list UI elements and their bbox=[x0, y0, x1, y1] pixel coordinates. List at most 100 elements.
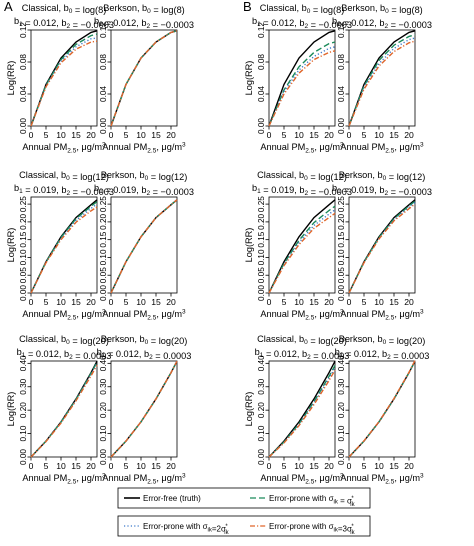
x-axis-label: Annual PM2.5, μg/m3 bbox=[260, 142, 344, 155]
series-line-sigma1 bbox=[30, 33, 98, 127]
plot-frame bbox=[348, 196, 416, 294]
y-tick-label: 0.30 bbox=[19, 378, 28, 394]
y-tick-label: 0.20 bbox=[257, 213, 266, 229]
y-tick-label: 0.25 bbox=[99, 196, 108, 212]
chart-subtitle: b1 = 0.012, b2 = 0.0003 bbox=[97, 347, 192, 361]
chart-5: Berkson, b0 = log(12)b1 = 0.019, b2 = −0… bbox=[94, 170, 194, 322]
y-tick-label: 0.40 bbox=[19, 355, 28, 371]
plot-frame bbox=[30, 196, 98, 294]
x-tick-label: 15 bbox=[151, 461, 161, 471]
series-line-sigma1 bbox=[110, 30, 178, 127]
x-tick-label: 5 bbox=[362, 297, 367, 307]
legend-label-truth: Error-free (truth) bbox=[143, 494, 201, 503]
y-tick-label: 0.00 bbox=[257, 118, 266, 134]
chart-title: Berkson, b0 = log(12) bbox=[101, 170, 188, 182]
chart-2: Classical, b0 = log(8)b1 = 0.012, b2 = −… bbox=[244, 3, 352, 155]
y-tick-label: 0.12 bbox=[19, 22, 28, 38]
plot-frame bbox=[30, 29, 98, 127]
x-axis-label: Annual PM2.5, μg/m3 bbox=[22, 309, 106, 322]
x-tick-label: 20 bbox=[324, 461, 334, 471]
series-line-sigma3 bbox=[30, 40, 98, 127]
x-tick-label: 15 bbox=[389, 461, 399, 471]
x-axis-label: Annual PM2.5, μg/m3 bbox=[260, 473, 344, 486]
y-tick-label: 0.25 bbox=[257, 196, 266, 212]
x-tick-label: 10 bbox=[294, 461, 304, 471]
series-line-truth bbox=[110, 360, 178, 458]
x-tick-label: 15 bbox=[309, 461, 319, 471]
y-tick-label: 0.00 bbox=[19, 449, 28, 465]
series-line-sigma1 bbox=[110, 360, 178, 458]
series-line-sigma2 bbox=[30, 363, 98, 458]
y-tick-label: 0.00 bbox=[19, 285, 28, 301]
series-line-sigma2 bbox=[268, 209, 336, 294]
x-tick-label: 10 bbox=[56, 130, 66, 140]
y-tick-label: 0.04 bbox=[19, 86, 28, 102]
x-tick-label: 0 bbox=[347, 461, 352, 471]
y-axis-label: Log(RR) bbox=[244, 61, 254, 96]
panel-letter-a: A bbox=[4, 0, 13, 14]
y-tick-label: 0.10 bbox=[19, 425, 28, 441]
chart-subtitle: b1 = 0.012, b2 = −0.0003 bbox=[14, 16, 114, 30]
x-tick-label: 5 bbox=[124, 461, 129, 471]
y-tick-label: 0.20 bbox=[99, 402, 108, 418]
y-tick-label: 0.05 bbox=[257, 267, 266, 283]
series-line-truth bbox=[268, 360, 336, 458]
y-tick-label: 0.05 bbox=[99, 267, 108, 283]
series-line-sigma2 bbox=[348, 360, 416, 458]
x-tick-label: 5 bbox=[124, 297, 129, 307]
plot-frame bbox=[110, 360, 178, 458]
x-tick-label: 15 bbox=[389, 130, 399, 140]
y-tick-label: 0.10 bbox=[337, 425, 346, 441]
plot-frame bbox=[110, 29, 178, 127]
x-tick-label: 5 bbox=[124, 130, 129, 140]
x-tick-label: 15 bbox=[309, 297, 319, 307]
x-tick-label: 0 bbox=[347, 130, 352, 140]
y-tick-label: 0.15 bbox=[257, 231, 266, 247]
series-line-sigma3 bbox=[110, 199, 178, 294]
y-tick-label: 0.08 bbox=[99, 54, 108, 70]
x-tick-label: 20 bbox=[404, 297, 414, 307]
y-tick-label: 0.10 bbox=[337, 249, 346, 265]
y-tick-label: 0.00 bbox=[337, 449, 346, 465]
series-line-sigma1 bbox=[30, 201, 98, 294]
x-tick-label: 5 bbox=[362, 130, 367, 140]
y-tick-label: 0.15 bbox=[19, 231, 28, 247]
chart-title: Berkson, b0 = log(12) bbox=[339, 170, 426, 182]
plot-frame bbox=[268, 196, 336, 294]
plot-frame bbox=[348, 29, 416, 127]
y-tick-label: 0.30 bbox=[337, 378, 346, 394]
series-line-sigma3 bbox=[110, 30, 178, 127]
x-tick-label: 10 bbox=[374, 461, 384, 471]
x-axis-label: Annual PM2.5, μg/m3 bbox=[340, 142, 424, 155]
chart-title: Berkson, b0 = log(20) bbox=[339, 334, 426, 346]
small-multiples: Classical, b0 = log(8)b1 = 0.012, b2 = −… bbox=[6, 3, 432, 486]
chart-7: Berkson, b0 = log(12)b1 = 0.019, b2 = −0… bbox=[332, 170, 432, 322]
chart-subtitle: b1 = 0.012, b2 = 0.0003 bbox=[255, 347, 350, 361]
y-axis-label: Log(RR) bbox=[244, 392, 254, 427]
series-line-sigma1 bbox=[30, 361, 98, 458]
y-tick-label: 0.12 bbox=[99, 22, 108, 38]
series-line-sigma3 bbox=[348, 203, 416, 294]
chart-subtitle: b1 = 0.012, b2 = −0.0003 bbox=[332, 16, 432, 30]
y-tick-label: 0.10 bbox=[19, 249, 28, 265]
chart-9: Berkson, b0 = log(20)b1 = 0.012, b2 = 0.… bbox=[97, 334, 192, 486]
y-tick-label: 0.04 bbox=[337, 86, 346, 102]
x-tick-label: 20 bbox=[404, 461, 414, 471]
y-tick-label: 0.25 bbox=[19, 196, 28, 212]
chart-8: Classical, b0 = log(20)b1 = 0.012, b2 = … bbox=[6, 334, 111, 486]
y-axis-label: Log(RR) bbox=[244, 228, 254, 263]
chart-1: Berkson, b0 = log(8)b1 = 0.012, b2 = −0.… bbox=[94, 3, 194, 155]
x-tick-label: 15 bbox=[151, 297, 161, 307]
y-tick-label: 0.15 bbox=[99, 231, 108, 247]
series-line-sigma2 bbox=[268, 367, 336, 458]
x-tick-label: 20 bbox=[86, 461, 96, 471]
y-tick-label: 0.00 bbox=[257, 449, 266, 465]
chart-subtitle: b1 = 0.019, b2 = −0.0003 bbox=[252, 183, 352, 197]
series-line-truth bbox=[348, 199, 416, 294]
panel-letter-b: B bbox=[243, 0, 252, 14]
plot-frame bbox=[268, 29, 336, 127]
y-tick-label: 0.00 bbox=[337, 118, 346, 134]
chart-4: Classical, b0 = log(12)b1 = 0.019, b2 = … bbox=[6, 170, 114, 322]
plot-frame bbox=[110, 196, 178, 294]
